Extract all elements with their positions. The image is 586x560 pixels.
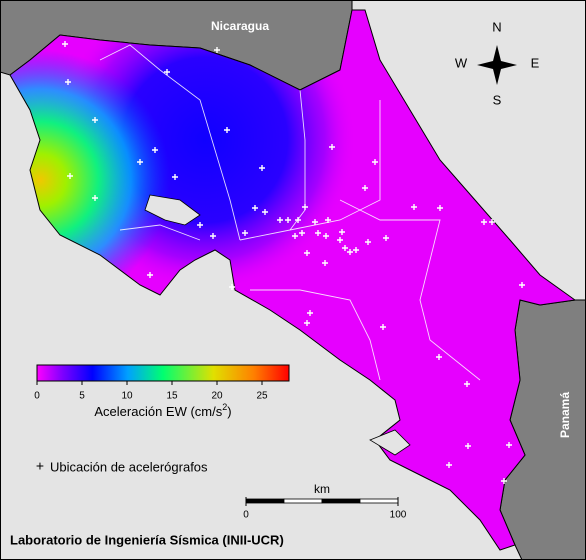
- colorbar-label-sup: 2: [222, 402, 227, 412]
- province-border: [250, 289, 381, 381]
- gulf-of-nicoya: [144, 194, 201, 226]
- station-marker: [337, 237, 343, 243]
- station-marker: [92, 117, 98, 123]
- station-marker: [323, 233, 329, 239]
- scale-tick-label: 0: [243, 510, 249, 521]
- station-marker: [67, 173, 73, 179]
- station-marker: [325, 217, 331, 223]
- station-marker: [519, 282, 525, 288]
- station-marker: [214, 47, 220, 53]
- station-marker: [312, 219, 318, 225]
- station-marker: [501, 478, 507, 484]
- colorbar-tick-label: 15: [166, 391, 178, 402]
- station-marker: [315, 230, 321, 236]
- station-marker: [436, 354, 442, 360]
- scale-segment: [283, 498, 323, 504]
- compass-west: W: [455, 55, 468, 70]
- station-marker: [383, 235, 389, 241]
- credit: Laboratorio de Ingeniería Sísmica (INII-…: [10, 532, 284, 547]
- station-marker: [152, 147, 158, 153]
- station-marker: [302, 204, 308, 210]
- colorbar-tick-label: 20: [211, 391, 223, 402]
- station-marker: [446, 462, 452, 468]
- province-border: [339, 199, 481, 381]
- station-marker: [342, 245, 348, 251]
- station-marker: [380, 324, 386, 330]
- scale-unit: km: [314, 482, 330, 496]
- colorbar: [36, 364, 290, 382]
- station-marker: [464, 381, 470, 387]
- station-marker: [164, 69, 170, 75]
- station-marker: [304, 320, 310, 326]
- scale-tick-label: 100: [390, 510, 407, 521]
- station-marker: [347, 249, 353, 255]
- station-marker: [353, 247, 359, 253]
- station-marker: [210, 233, 216, 239]
- station-marker: [65, 79, 71, 85]
- compass: N S W E: [455, 19, 540, 107]
- station-marker: [322, 260, 328, 266]
- colorbar-tick-label: 5: [79, 391, 85, 402]
- station-marker: [304, 250, 310, 256]
- station-marker: [437, 205, 443, 211]
- station-marker: [242, 230, 248, 236]
- legend-text: Ubicación de acelerógrafos: [50, 459, 208, 474]
- country-label: Nicaragua: [211, 19, 269, 33]
- station-marker: [489, 219, 495, 225]
- station-marker: [285, 217, 291, 223]
- station-marker: [411, 204, 417, 210]
- colorbar-label-text: Aceleración EW (cm/s: [94, 404, 222, 419]
- station-marker: [292, 233, 298, 239]
- station-marker: [506, 442, 512, 448]
- station-marker: [197, 222, 203, 228]
- station-marker: [339, 229, 345, 235]
- golfo-dulce: [369, 429, 411, 456]
- station-marker: [229, 284, 235, 290]
- station-marker: [172, 174, 178, 180]
- station-marker: [365, 239, 371, 245]
- station-marker: [307, 310, 313, 316]
- scale-segment: [359, 498, 399, 504]
- colorbar-tick-label: 25: [256, 391, 268, 402]
- station-marker: [481, 219, 487, 225]
- station-marker: [137, 159, 143, 165]
- compass-north: N: [492, 19, 501, 34]
- station-marker: [277, 217, 283, 223]
- station-marker: [262, 209, 268, 215]
- station-marker: [252, 205, 258, 211]
- province-border: [239, 100, 381, 241]
- colorbar-tick-label: 0: [34, 391, 40, 402]
- province-border: [119, 224, 201, 241]
- compass-rose: [477, 45, 517, 85]
- station-marker: [224, 127, 230, 133]
- legend-marker: +: [36, 458, 44, 474]
- station-marker: [465, 443, 471, 449]
- scale-segment: [245, 498, 285, 504]
- stations: [62, 41, 525, 484]
- station-marker: [92, 195, 98, 201]
- province-border: [99, 44, 241, 241]
- station-marker: [362, 185, 368, 191]
- station-marker: [147, 272, 153, 278]
- compass-south: S: [493, 92, 502, 107]
- scale-segment: [321, 498, 361, 504]
- country-label: Panamá: [558, 392, 572, 438]
- station-marker: [372, 159, 378, 165]
- compass-east: E: [531, 55, 540, 70]
- station-marker: [295, 217, 301, 223]
- station-marker: [299, 230, 305, 236]
- station-marker: [62, 41, 68, 47]
- colorbar-tick-label: 10: [121, 391, 133, 402]
- colorbar-label-end: ): [227, 404, 231, 419]
- station-marker: [329, 144, 335, 150]
- scale-bar: 0 100: [243, 497, 407, 521]
- station-marker: [259, 165, 265, 171]
- colorbar-label: Aceleración EW (cm/s2): [94, 402, 231, 419]
